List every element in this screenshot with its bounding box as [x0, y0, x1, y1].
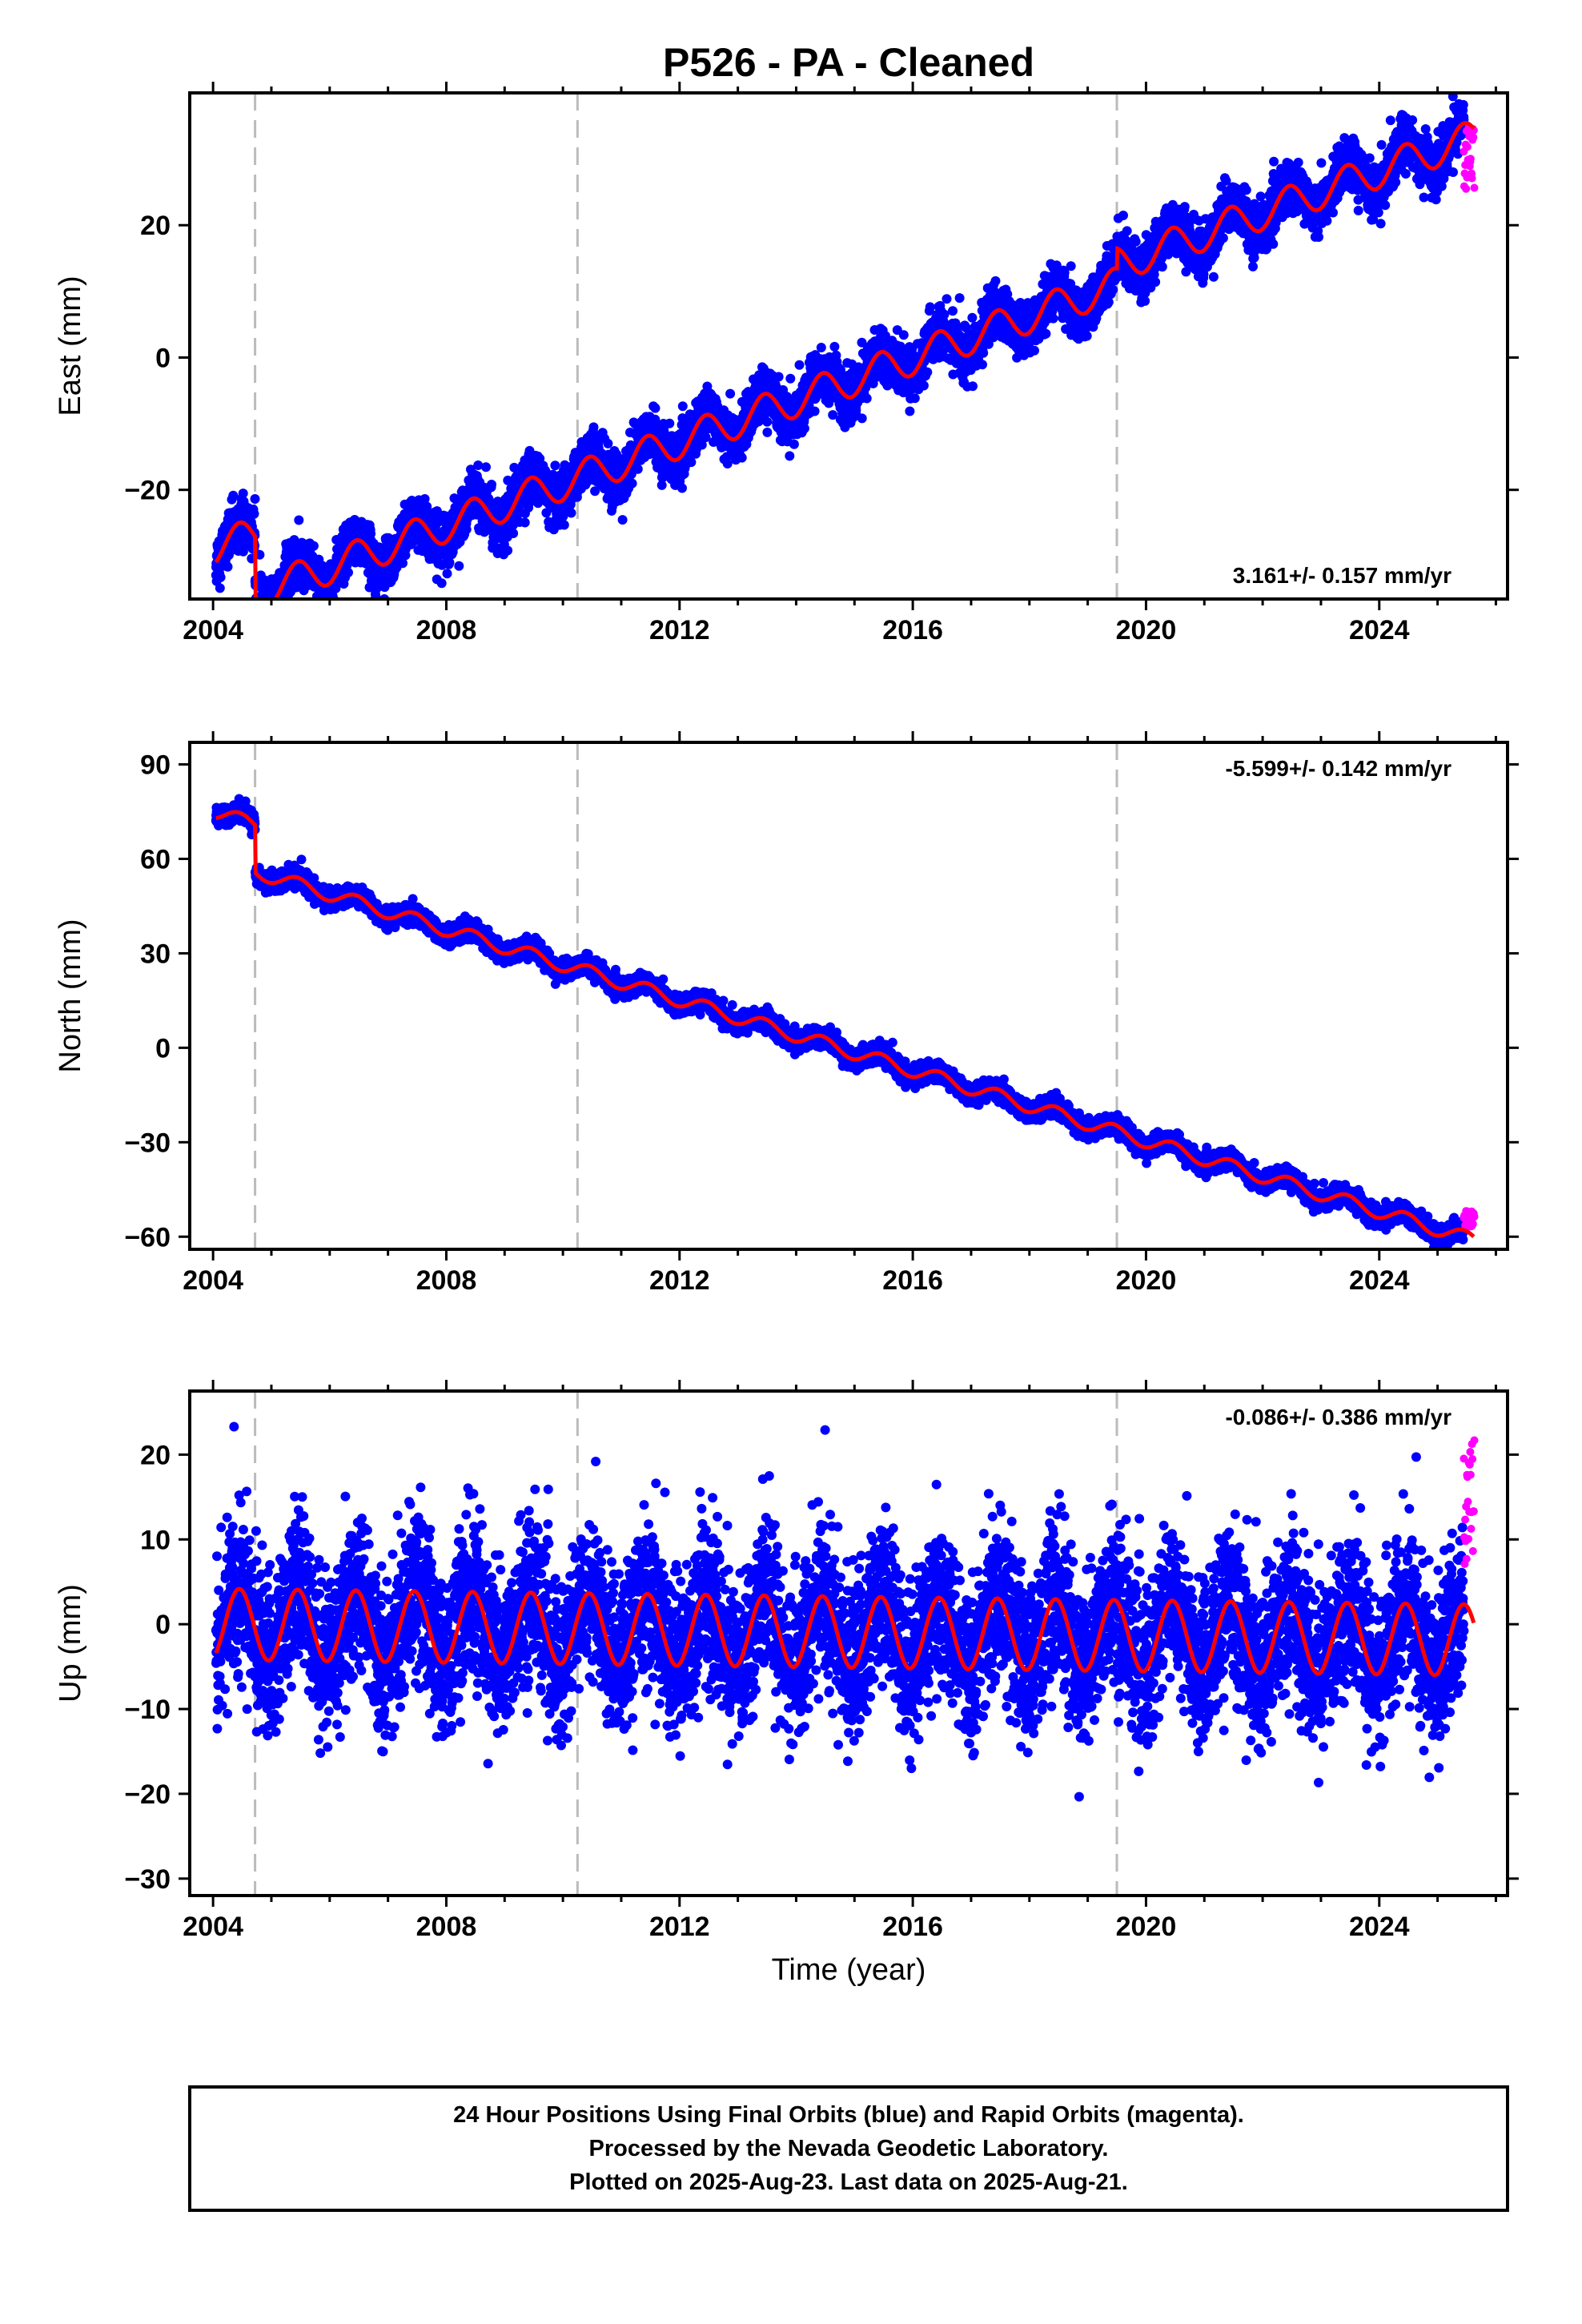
final-orbit-point [617, 515, 628, 525]
final-orbit-point [559, 520, 569, 530]
final-orbit-point [627, 478, 637, 489]
final-orbit-point [677, 483, 687, 493]
final-orbit-point [215, 572, 226, 582]
final-orbit-point [343, 567, 353, 577]
final-orbit-point [249, 509, 259, 519]
final-orbit-point [954, 293, 965, 304]
final-orbit-point [978, 360, 987, 370]
final-orbit-point [308, 541, 319, 551]
final-orbit-point [487, 480, 496, 489]
final-orbit-point [686, 457, 697, 468]
final-orbit-point [785, 373, 796, 384]
final-orbit-point [371, 592, 381, 599]
final-orbit-point [939, 309, 950, 320]
final-orbit-point [948, 306, 958, 316]
final-orbit-point [857, 413, 867, 424]
final-orbit-point [454, 561, 464, 571]
chart-title: P526 - PA - Cleaned [663, 40, 1034, 85]
final-orbit-point [398, 558, 408, 569]
final-orbit-point [250, 494, 260, 504]
final-orbit-point [925, 302, 935, 312]
final-orbit-point [420, 494, 430, 504]
final-orbit-point [509, 462, 520, 472]
final-orbit-point [722, 459, 733, 468]
final-orbit-point [238, 489, 248, 499]
final-orbit-point [588, 422, 599, 432]
final-orbit-point [918, 380, 929, 391]
final-orbit-point [650, 403, 661, 413]
final-orbit-point [773, 372, 784, 382]
final-orbit-point [737, 452, 747, 463]
final-orbit-point [508, 529, 519, 538]
final-orbit-point [215, 583, 225, 593]
final-orbit-point [1066, 261, 1076, 271]
final-orbit-point [442, 569, 452, 579]
final-orbit-point [503, 545, 513, 556]
final-orbit-point [829, 341, 840, 352]
final-orbit-point [794, 360, 805, 370]
final-orbit-point [566, 508, 576, 518]
final-orbit-point [1082, 331, 1092, 341]
final-orbit-point [520, 517, 530, 528]
final-orbit-point [1041, 328, 1051, 339]
final-orbit-point [725, 388, 736, 399]
final-orbit-point [677, 401, 688, 412]
final-orbit-point [473, 460, 484, 470]
final-orbit-point [968, 381, 978, 392]
final-orbit-point [967, 312, 978, 323]
final-orbit-point [905, 406, 915, 416]
final-orbit-point [603, 438, 613, 448]
final-orbit-point [762, 427, 773, 437]
final-orbit-point [799, 424, 809, 433]
final-orbit-point [436, 578, 447, 589]
final-orbit-point [785, 451, 795, 461]
final-orbit-point [665, 418, 675, 428]
final-orbit-point [809, 406, 820, 416]
final-orbit-point [422, 501, 432, 512]
final-orbit-point [789, 439, 799, 449]
final-orbit-point [444, 557, 455, 568]
final-orbit-point [1030, 345, 1039, 356]
final-orbit-point [550, 460, 560, 471]
final-orbit-point [228, 490, 239, 501]
final-orbit-point [294, 515, 304, 525]
final-orbit-point [255, 549, 265, 560]
final-orbit-point [223, 561, 233, 572]
final-orbit-point [461, 525, 472, 535]
final-orbit-point [990, 275, 1001, 286]
final-orbit-point [898, 330, 909, 340]
final-orbit-point [861, 393, 872, 404]
final-orbit-point [922, 367, 933, 377]
final-orbit-point [481, 462, 491, 472]
final-orbit-point [816, 343, 826, 352]
final-orbit-point [909, 393, 920, 404]
final-orbit-point [1048, 313, 1058, 324]
final-orbit-point [942, 294, 952, 304]
final-orbit-point [762, 416, 773, 427]
final-orbit-point [632, 464, 643, 474]
